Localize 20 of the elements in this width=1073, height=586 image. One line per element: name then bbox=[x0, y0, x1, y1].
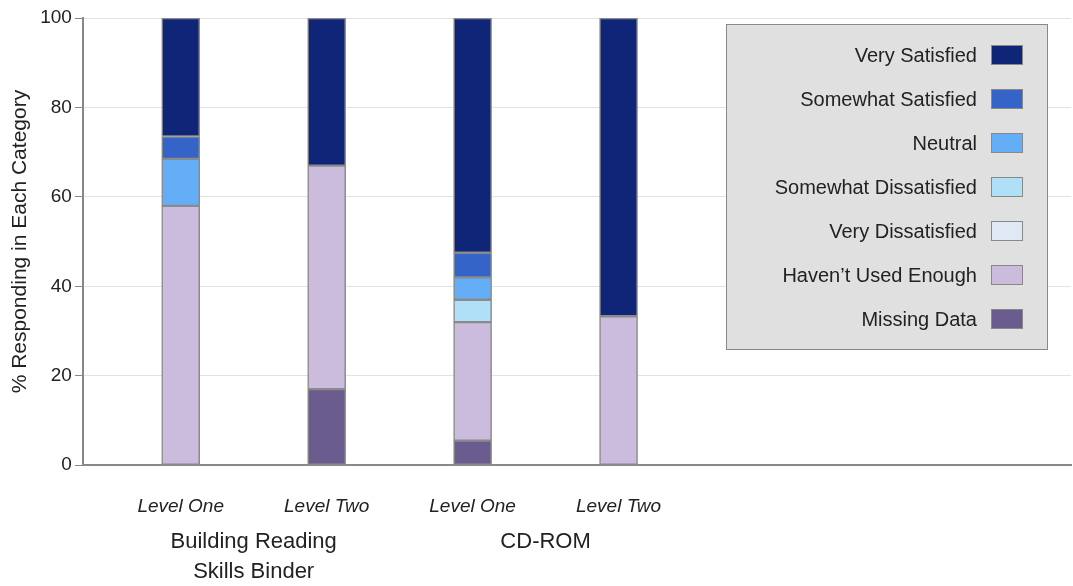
y-tick-label: 100 bbox=[40, 6, 72, 28]
y-tick-label: 40 bbox=[50, 274, 72, 296]
y-tick-label: 80 bbox=[50, 95, 72, 117]
legend-label: Very Satisfied bbox=[854, 43, 977, 67]
x-tick-label: Level One bbox=[137, 494, 224, 516]
x-tick-label: Level Two bbox=[284, 494, 370, 516]
y-tick-label: 60 bbox=[50, 185, 72, 207]
legend-label: Haven’t Used Enough bbox=[782, 263, 977, 287]
text: CD-ROM bbox=[500, 528, 591, 553]
legend-label: Neutral bbox=[912, 131, 977, 155]
legend-label: Missing Data bbox=[861, 307, 977, 331]
y-tick-label: 0 bbox=[61, 453, 72, 475]
legend-label: Somewhat Dissatisfied bbox=[774, 175, 977, 199]
x-tick-label: Level Two bbox=[575, 494, 662, 516]
text: Building Reading Skills Binder bbox=[170, 528, 337, 583]
y-tick-label: 20 bbox=[50, 363, 72, 385]
legend-label: Very Dissatisfied bbox=[829, 219, 977, 243]
x-tick-label: Level One bbox=[429, 494, 516, 516]
legend-label: Somewhat Satisfied bbox=[800, 87, 977, 111]
y-axis-title: % Responding in Each Category bbox=[7, 89, 31, 394]
